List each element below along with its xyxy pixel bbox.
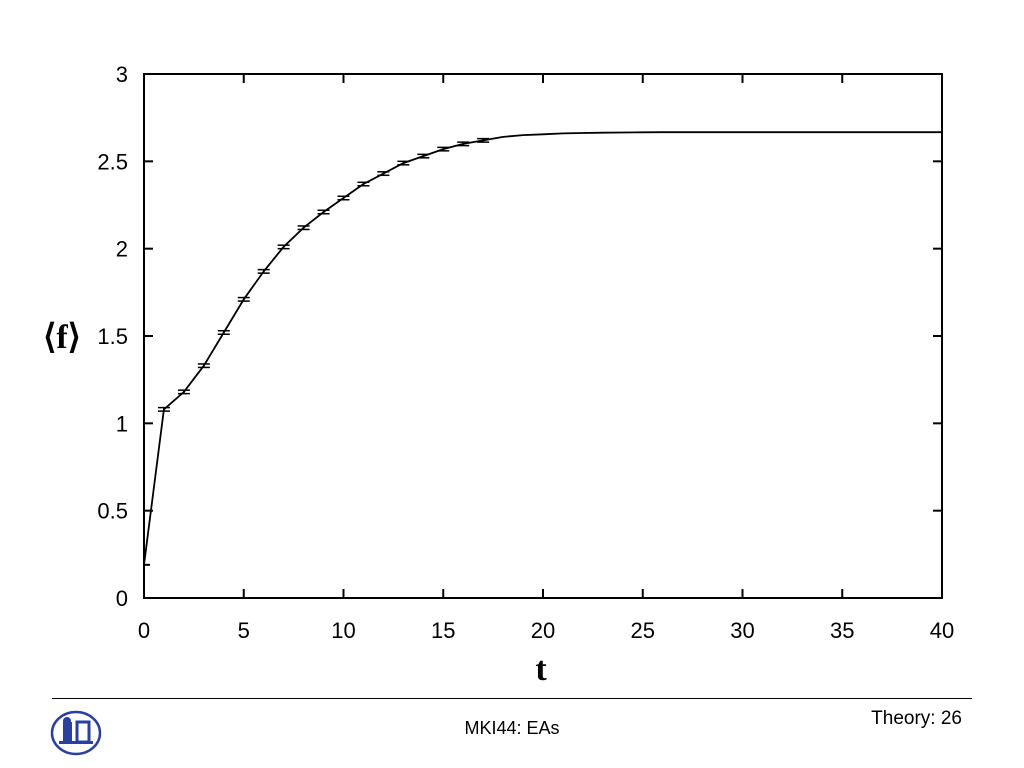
chart: 0 5 10 15 20 25 30 35 40 0 0.5 1 1.5 2 2.5 3 t ⟨f⟩: [43, 62, 954, 688]
x-tick-label: 20: [531, 618, 555, 643]
y-axis-label: ⟨f⟩: [43, 319, 81, 356]
x-tick-label: 10: [331, 618, 355, 643]
y-tick-label: 2.5: [97, 149, 128, 174]
x-tick-label: 5: [238, 618, 250, 643]
y-tick-label: 1: [116, 411, 128, 436]
footer-page-label: Theory: 26: [871, 708, 962, 729]
series-line: [143, 131, 942, 565]
error-bars: [157, 137, 490, 412]
y-tick-label: 1.5: [97, 324, 128, 349]
x-tick-label: 40: [930, 618, 954, 643]
tick-marks: [143, 73, 943, 599]
y-tick-label: 2: [116, 237, 128, 262]
y-tick-labels: 0 0.5 1 1.5 2 2.5 3: [97, 62, 128, 611]
x-tick-labels: 0 5 10 15 20 25 30 35 40: [138, 618, 954, 643]
y-tick-label: 0: [116, 586, 128, 611]
university-logo-icon: [50, 710, 102, 756]
footer-course-label: MKI44: EAs: [464, 718, 560, 738]
x-tick-label: 15: [431, 618, 455, 643]
x-axis-label: t: [535, 651, 547, 688]
x-tick-label: 0: [138, 618, 150, 643]
y-tick-label: 3: [116, 62, 128, 87]
footer-divider: [52, 698, 972, 699]
x-tick-label: 25: [631, 618, 655, 643]
x-tick-label: 30: [730, 618, 754, 643]
y-tick-label: 0.5: [97, 499, 128, 524]
plot-frame: [143, 73, 943, 599]
x-tick-label: 35: [830, 618, 854, 643]
